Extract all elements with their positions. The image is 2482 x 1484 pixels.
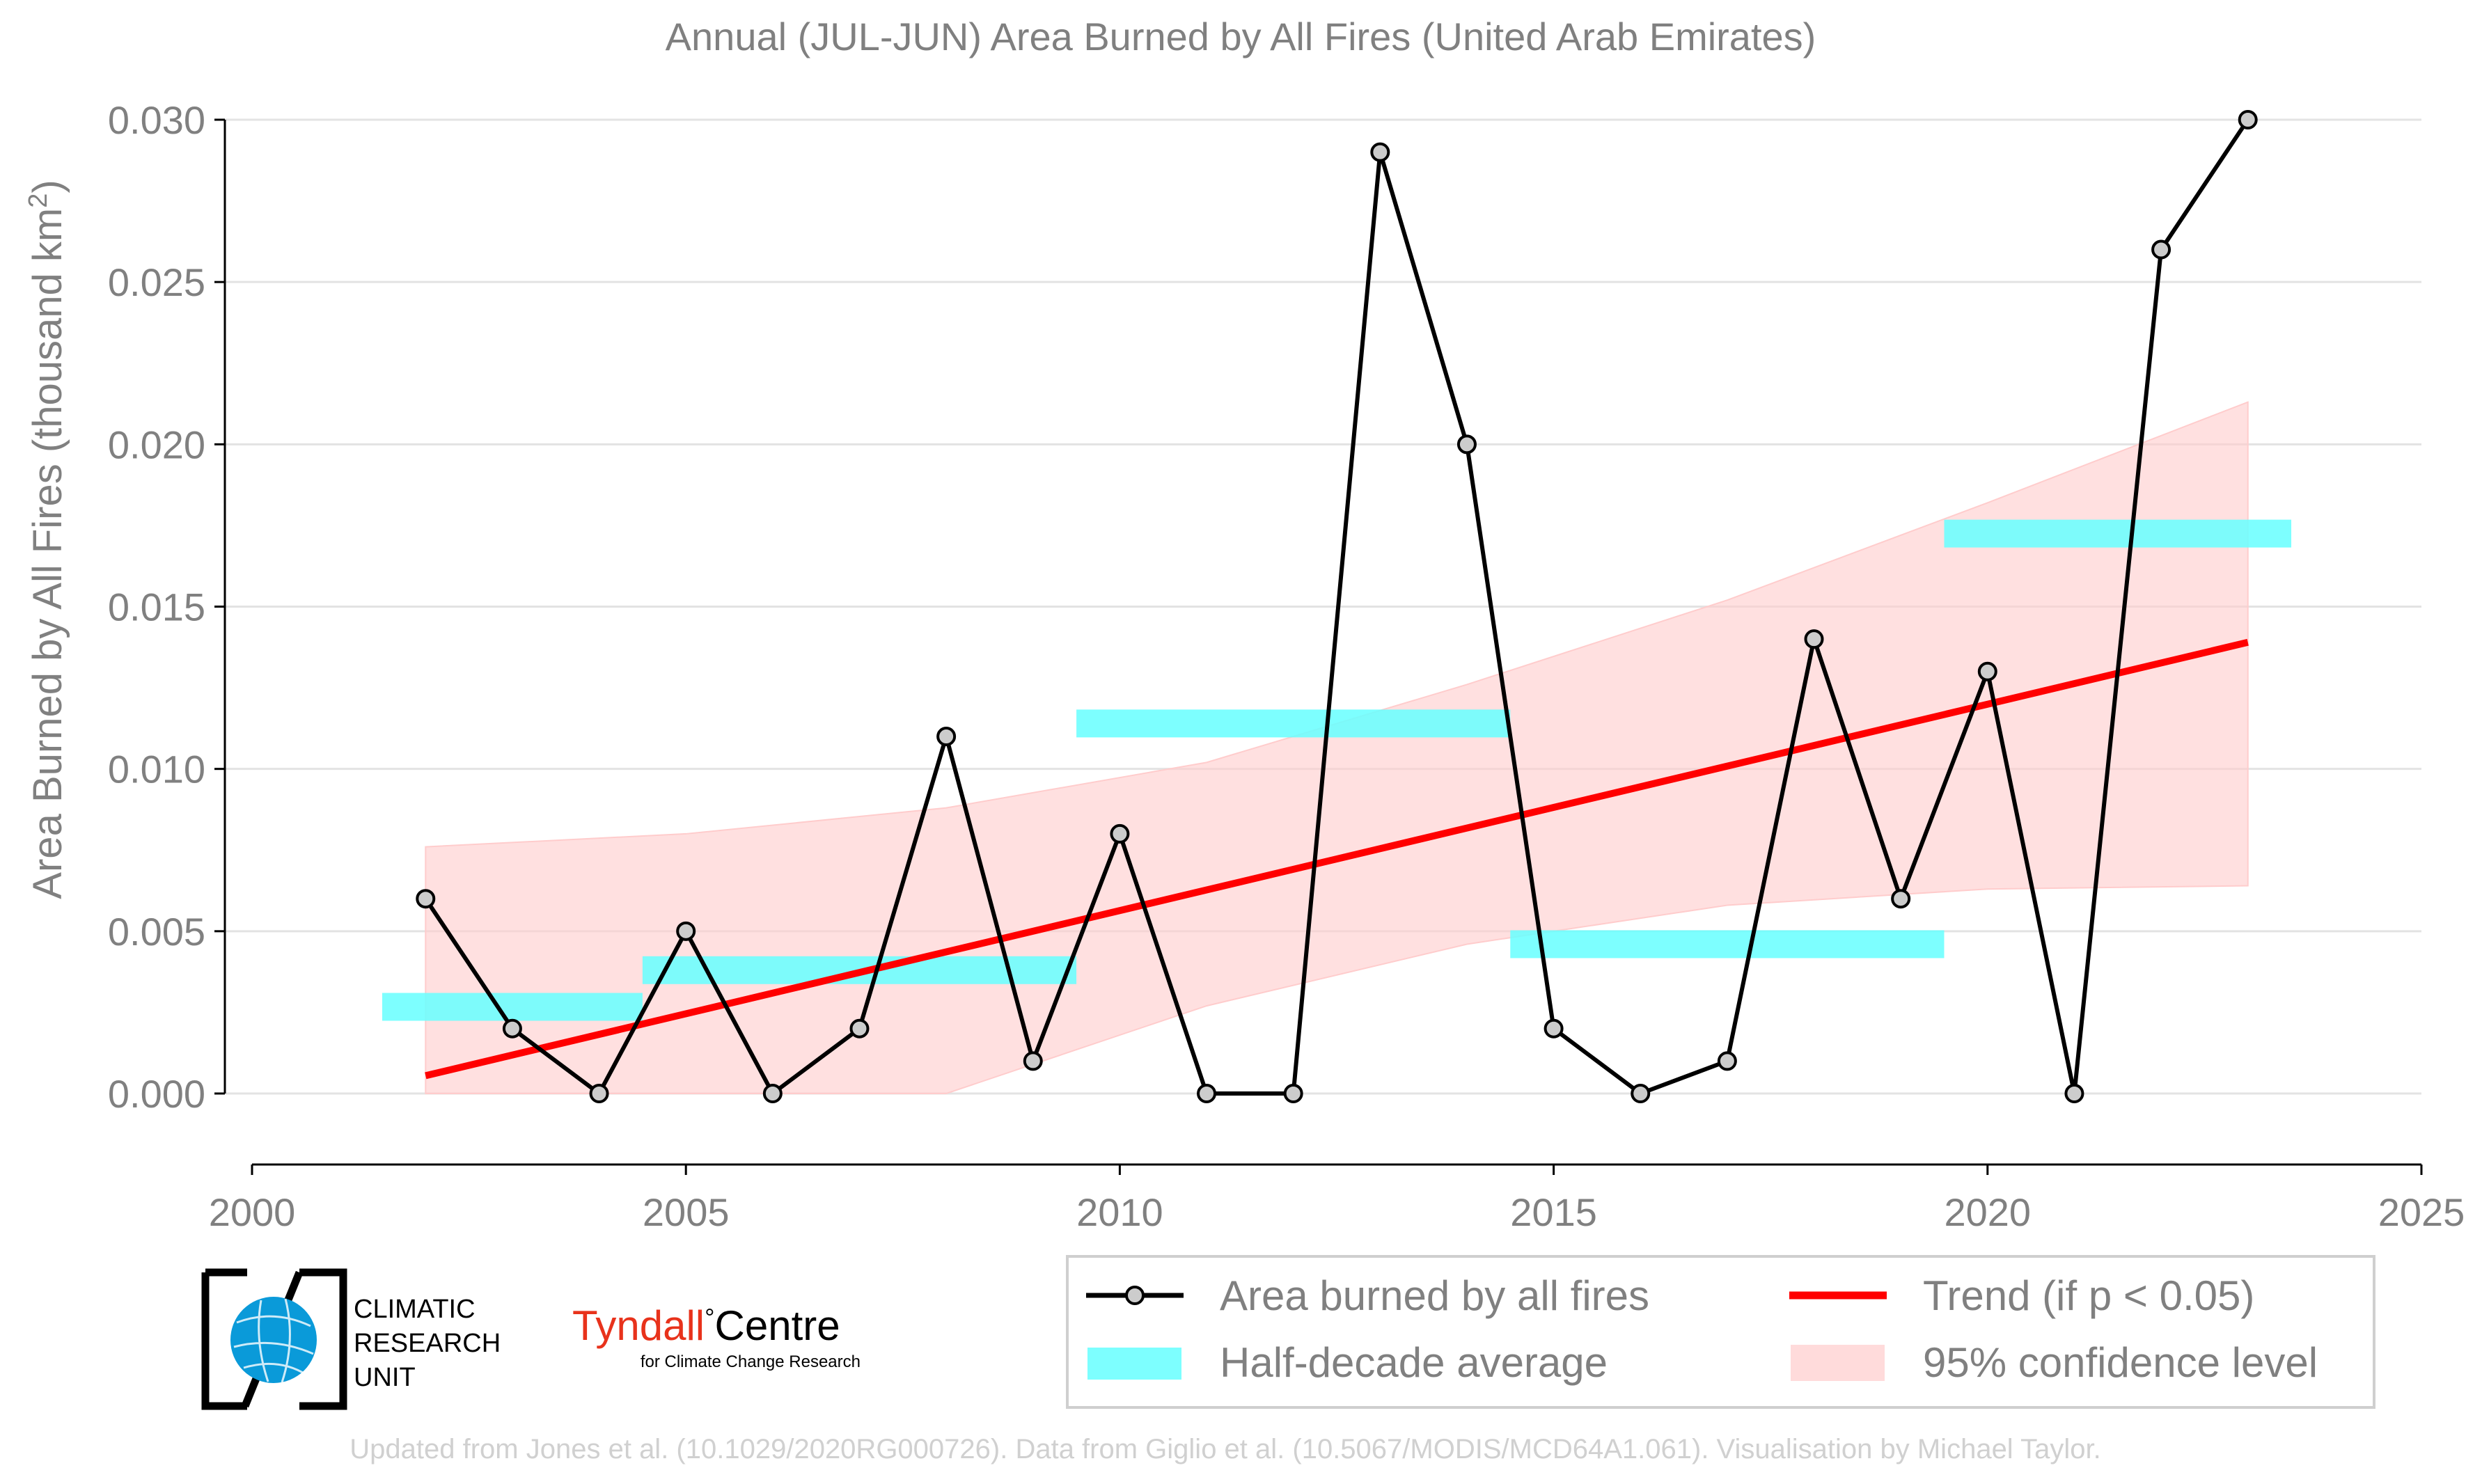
data-point [1456,434,1477,455]
trend-line [425,638,2249,1080]
data-point [1544,1018,1564,1039]
series-layer [416,110,2258,1103]
series-line [423,118,2250,1096]
y-tick-label: 0.000 [108,1072,205,1116]
x-tick-label: 2015 [1510,1190,1597,1234]
y-tick-label: 0.025 [108,260,205,304]
y-tick-labels: 0.000 0.005 0.010 0.015 0.020 0.025 0.030 [108,98,205,1116]
data-point [1283,1084,1303,1103]
legend-marker-swatch [1125,1286,1145,1305]
y-axis-title-close: ) [25,180,70,193]
data-point [849,1018,870,1039]
legend-label-half-decade: Half-decade average [1220,1339,1608,1386]
data-point [1370,142,1390,162]
data-point [936,727,957,747]
tyndall-subtitle: for Climate Change Research [641,1352,861,1371]
cru-line-3: UNIT [354,1363,416,1392]
tyndall-degree: ° [705,1303,714,1332]
axes [214,118,2423,1175]
x-tick-label: 2010 [1076,1190,1163,1234]
data-point [1717,1051,1737,1071]
confidence-band-layer [425,401,2249,1094]
data-point [1891,889,1911,909]
data-point [502,1018,522,1039]
data-point [676,921,696,941]
legend: Area burned by all fires Half-decade ave… [1066,1255,2375,1409]
trend-layer [425,638,2249,1080]
data-point [1804,629,1824,649]
credit-text: Updated from Jones et al. (10.1029/2020R… [349,1434,2100,1465]
y-tick-label: 0.020 [108,423,205,466]
y-axis-title: Area Burned by All Fires (thousand km2) [24,180,70,899]
data-point [2064,1084,2084,1103]
half-decade-bar [1944,519,2292,548]
globe-lines [233,1298,314,1383]
data-point [1110,823,1130,844]
cru-logo: CLIMATIC RESEARCH UNIT [201,1268,501,1410]
tyndall-centre: Centre [715,1302,840,1349]
data-point [1977,661,1997,681]
legend-label-series: Area burned by all fires [1220,1272,1649,1319]
data-point [589,1084,609,1103]
globe-icon [230,1297,317,1383]
tyndall-name: Tyndall [572,1302,705,1349]
legend-half-decade-swatch [1087,1348,1181,1380]
y-tick-label: 0.030 [108,98,205,142]
half-decade-layer [382,519,2292,1021]
legend-label-trend: Trend (if p < 0.05) [1923,1272,2254,1319]
half-decade-bar [1076,709,1511,738]
legend-band-swatch [1791,1345,1885,1381]
x-tick-labels: 2000 2005 2010 2015 2020 2025 [209,1190,2465,1234]
x-tick-label: 2000 [209,1190,296,1234]
data-point [416,889,436,909]
chart-title: Annual (JUL-JUN) Area Burned by All Fire… [666,15,1816,58]
y-tick-label: 0.005 [108,910,205,954]
data-point [1023,1051,1043,1071]
data-point [762,1084,783,1103]
x-tick-label: 2025 [2378,1190,2465,1234]
cru-line-2: RESEARCH [354,1329,501,1358]
legend-box [1066,1255,2375,1409]
y-tick-label: 0.015 [108,585,205,629]
cru-logo-frame [201,1268,347,1410]
tyndall-wordmark: Tyndall°Centre [572,1302,840,1349]
half-decade-bar [1510,930,1945,958]
tyndall-logo: Tyndall°Centre for Climate Change Resear… [572,1302,861,1371]
confidence-band [425,401,2249,1094]
y-axis-title-main: Area Burned by All Fires (thousand km [25,208,70,899]
data-point [2238,110,2258,129]
legend-label-band: 95% confidence level [1923,1339,2318,1386]
data-point [1631,1084,1651,1103]
data-point [1197,1084,1217,1103]
x-tick-label: 2005 [643,1190,730,1234]
data-point [2151,239,2171,260]
y-axis-title-superscript: 2 [24,194,53,208]
y-tick-label: 0.010 [108,748,205,791]
x-tick-label: 2020 [1945,1190,2032,1234]
cru-line-1: CLIMATIC [354,1295,476,1324]
half-decade-bar [382,993,643,1021]
